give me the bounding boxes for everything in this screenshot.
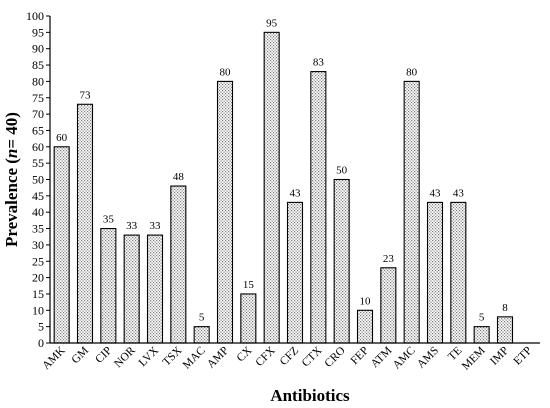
category-label-atm: ATM xyxy=(369,345,395,371)
value-label-cfx: 95 xyxy=(266,17,278,29)
y-tick-label: 25 xyxy=(32,254,44,268)
value-label-amp: 80 xyxy=(220,66,232,78)
value-label-ctx: 83 xyxy=(313,57,325,69)
value-label-cx: 15 xyxy=(243,279,255,291)
y-tick-label: 50 xyxy=(32,173,44,187)
category-label-cfz: CFZ xyxy=(278,345,301,368)
value-label-gm: 73 xyxy=(80,89,92,101)
category-label-gm: GM xyxy=(70,345,92,367)
bar-cfz xyxy=(286,201,304,344)
y-tick-label: 35 xyxy=(32,222,44,236)
value-label-cip: 35 xyxy=(103,214,115,226)
bar-mem xyxy=(473,326,490,344)
value-label-amc: 80 xyxy=(406,66,418,78)
value-label-lvx: 33 xyxy=(150,220,162,232)
category-label-te: TE xyxy=(446,345,464,363)
y-tick-label: 95 xyxy=(32,25,44,39)
category-label-mac: MAC xyxy=(181,344,208,371)
bar-cro xyxy=(333,178,350,344)
y-axis-title: Prevalence (n= 40) xyxy=(2,112,21,247)
y-axis-ticks: 0 5 10 15 20 25 30 35 40 45 50 55 60 65 70 75 80 85 90 95 10… xyxy=(26,9,50,350)
y-tick-label: 5 xyxy=(38,320,44,334)
bar-amk xyxy=(53,146,70,344)
category-label-ams: AMS xyxy=(415,345,441,371)
category-label-cx: CX xyxy=(235,344,255,364)
y-tick-label: 0 xyxy=(38,336,44,350)
bar-atm xyxy=(380,267,397,344)
y-tick-label: 70 xyxy=(32,107,44,121)
value-label-ams: 43 xyxy=(430,187,442,199)
category-label-imp: IMP xyxy=(488,345,511,368)
bar-imp xyxy=(496,316,514,344)
y-tick-label: 80 xyxy=(32,74,44,88)
category-label-cip: CIP xyxy=(93,345,114,366)
value-label-tsx: 48 xyxy=(173,171,185,183)
category-label-cfx: CFX xyxy=(253,344,278,369)
value-label-mem: 5 xyxy=(479,312,485,324)
y-tick-label: 30 xyxy=(32,238,44,252)
bar-fep xyxy=(356,309,374,344)
category-label-lvx: LVX xyxy=(137,344,162,369)
bar-ctx xyxy=(310,71,327,344)
bar-mac xyxy=(193,326,210,344)
y-tick-label: 10 xyxy=(32,303,44,317)
bar-cfx xyxy=(263,31,280,344)
y-axis-title-italic: n xyxy=(2,149,21,158)
y-tick-label: 45 xyxy=(32,189,44,203)
y-tick-label: 60 xyxy=(32,140,44,154)
bar-lvx xyxy=(146,234,164,344)
category-label-nor: NOR xyxy=(112,344,138,370)
value-label-atm: 23 xyxy=(383,253,395,265)
category-label-amc: AMC xyxy=(391,344,418,371)
bar-ams xyxy=(426,201,444,344)
x-axis-title: Antibiotics xyxy=(270,386,350,405)
y-tick-label: 100 xyxy=(26,9,44,23)
bar-cip xyxy=(100,228,117,344)
y-tick-label: 75 xyxy=(32,91,44,105)
y-tick-label: 55 xyxy=(32,156,44,170)
bar-amc xyxy=(403,80,420,344)
bar-gm xyxy=(76,103,94,344)
y-axis-title-prefix: Prevalence ( xyxy=(2,158,21,247)
bar-amp xyxy=(216,80,234,344)
y-tick-label: 90 xyxy=(32,42,44,56)
bar-tsx xyxy=(170,185,187,344)
y-tick-label: 85 xyxy=(32,58,44,72)
category-label-amp: AMP xyxy=(205,345,231,371)
y-tick-label: 40 xyxy=(32,205,44,219)
value-label-cfz: 43 xyxy=(290,187,302,199)
value-label-te: 43 xyxy=(453,187,465,199)
value-label-imp: 8 xyxy=(502,302,508,314)
category-label-fep: FEP xyxy=(349,345,372,368)
value-label-fep: 10 xyxy=(360,295,372,307)
y-axis-title-suffix: = 40) xyxy=(2,112,21,149)
value-label-amk: 60 xyxy=(56,132,68,144)
category-label-amk: AMK xyxy=(40,344,68,372)
y-tick-label: 20 xyxy=(32,271,44,285)
value-label-nor: 33 xyxy=(126,220,138,232)
bars-layer xyxy=(53,31,514,344)
value-labels-layer: 60 73 35 33 33 48 5 80 15 95 43 83 50 10 23 80 43 43 5 8 xyxy=(56,17,508,323)
category-label-mem: MEM xyxy=(460,345,488,373)
value-label-cro: 50 xyxy=(336,165,348,177)
category-label-ctx: CTX xyxy=(300,344,325,369)
value-label-mac: 5 xyxy=(199,312,205,324)
bar-nor xyxy=(123,234,140,344)
y-tick-label: 65 xyxy=(32,123,44,137)
bar-cx xyxy=(240,293,257,344)
category-label-cro: CRO xyxy=(323,345,348,370)
category-label-etp: ETP xyxy=(512,345,535,368)
y-tick-label: 15 xyxy=(32,287,44,301)
bar-te xyxy=(450,201,467,344)
